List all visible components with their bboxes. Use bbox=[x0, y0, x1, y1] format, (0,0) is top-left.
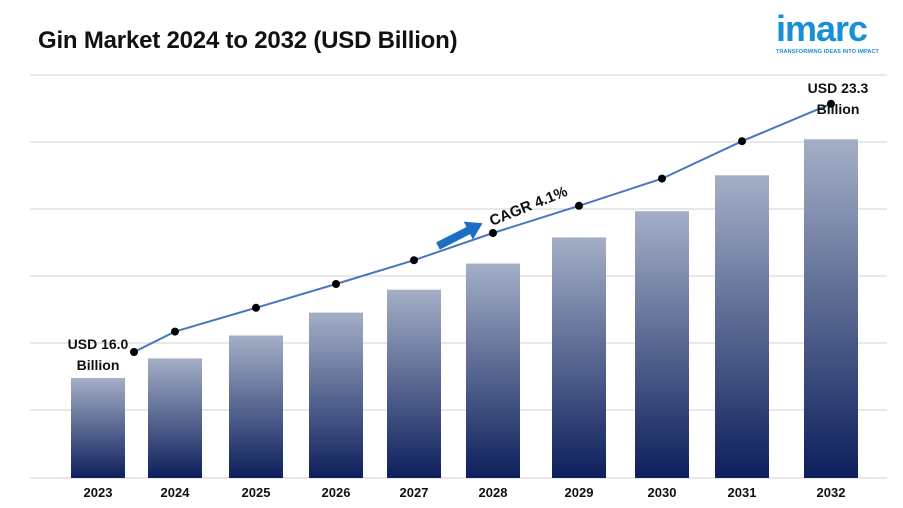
x-tick-label: 2025 bbox=[242, 485, 271, 500]
bar bbox=[148, 358, 202, 478]
bar bbox=[715, 175, 769, 478]
x-tick-label: 2032 bbox=[817, 485, 846, 500]
x-tick-label: 2026 bbox=[322, 485, 351, 500]
x-tick-label: 2024 bbox=[161, 485, 191, 500]
trend-marker bbox=[489, 229, 497, 237]
bar bbox=[552, 237, 606, 478]
bar bbox=[71, 378, 125, 478]
cagr-arrow-shaft bbox=[436, 226, 472, 250]
end-value-label: Billion bbox=[817, 101, 860, 117]
cagr-arrow-head bbox=[463, 221, 483, 240]
trend-marker bbox=[252, 303, 260, 312]
trend-marker bbox=[130, 348, 138, 356]
trend-marker bbox=[332, 280, 340, 288]
logo-tagline: TRANSFORMING IDEAS INTO IMPACT bbox=[776, 49, 880, 55]
x-tick-label: 2028 bbox=[479, 485, 508, 500]
trend-marker bbox=[827, 99, 835, 108]
x-axis-labels: 2023 2024 2025 2026 2027 2028 2029 2030 2031 2032 bbox=[84, 485, 846, 500]
trend-marker bbox=[658, 174, 666, 183]
x-tick-label: 2023 bbox=[84, 485, 113, 500]
cagr-arrow bbox=[436, 221, 483, 250]
bar bbox=[804, 139, 858, 479]
start-value-label: USD 16.0 bbox=[68, 336, 129, 352]
start-value-label: Billion bbox=[77, 357, 120, 373]
trend-line bbox=[133, 102, 832, 353]
bar bbox=[309, 312, 363, 478]
trend-marker bbox=[171, 327, 179, 336]
logo-wordmark: imarc bbox=[776, 8, 868, 49]
x-tick-label: 2027 bbox=[400, 485, 429, 500]
bar bbox=[387, 289, 441, 478]
trend-marker bbox=[410, 256, 418, 265]
imarc-logo: imarc TRANSFORMING IDEAS INTO IMPACT bbox=[774, 8, 892, 62]
bar bbox=[466, 263, 520, 478]
bar bbox=[229, 335, 283, 478]
trend-marker bbox=[738, 137, 746, 146]
bar bbox=[635, 211, 689, 479]
x-tick-label: 2031 bbox=[728, 485, 757, 500]
end-value-label: USD 23.3 bbox=[808, 80, 869, 96]
trend-marker bbox=[575, 201, 583, 210]
chart-title: Gin Market 2024 to 2032 (USD Billion) bbox=[38, 27, 458, 54]
x-tick-label: 2029 bbox=[565, 485, 594, 500]
trend-line-group bbox=[130, 99, 835, 356]
x-tick-label: 2030 bbox=[648, 485, 677, 500]
bars bbox=[71, 139, 858, 479]
